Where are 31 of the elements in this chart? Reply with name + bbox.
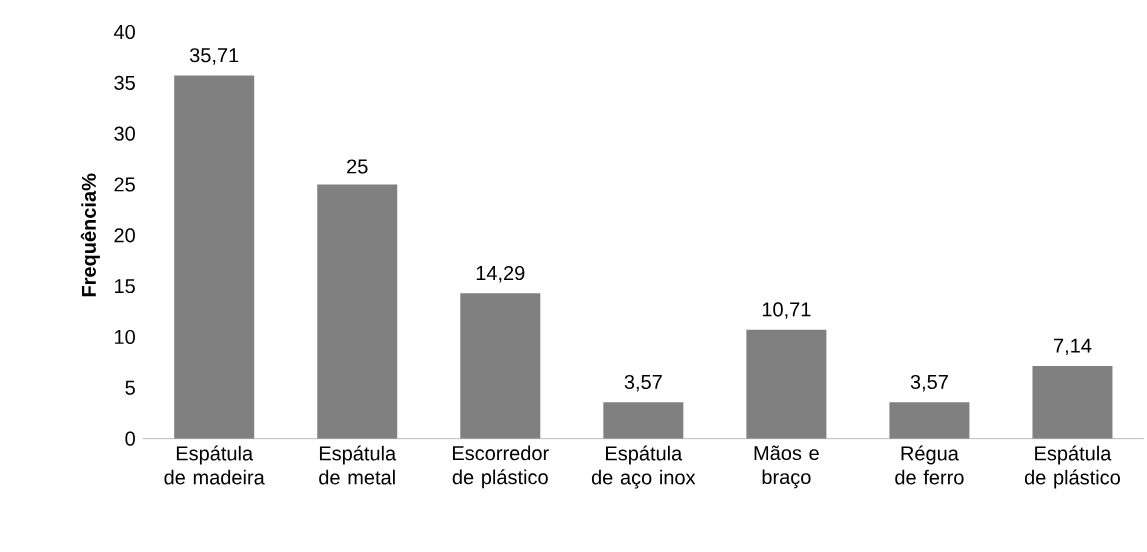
bar bbox=[1032, 366, 1113, 439]
bar bbox=[174, 75, 255, 439]
y-tick-label: 5 bbox=[125, 380, 135, 395]
y-tick-label: 40 bbox=[113, 24, 135, 40]
y-tick-label: 20 bbox=[114, 228, 135, 243]
y-axis-title: Frequência% bbox=[80, 173, 100, 297]
data-label: 7,14 bbox=[1054, 338, 1092, 356]
data-label: 10,71 bbox=[762, 302, 811, 319]
x-tick-label: Mãos e braço bbox=[754, 445, 819, 489]
x-tick-label: Espátula de metal bbox=[319, 445, 397, 485]
x-tick-label: Espátula de aço inox bbox=[591, 445, 696, 489]
data-label: 3,57 bbox=[624, 374, 662, 392]
data-label: 3,57 bbox=[910, 374, 948, 392]
bar bbox=[317, 184, 398, 439]
y-tick-label: 15 bbox=[115, 279, 135, 294]
x-tick-label: Escorredor de plástico bbox=[452, 445, 549, 489]
bar bbox=[460, 293, 541, 439]
y-tick-label: 0 bbox=[125, 431, 135, 446]
bar bbox=[603, 402, 684, 439]
y-tick-label: 10 bbox=[115, 329, 135, 345]
bar bbox=[889, 402, 970, 439]
y-tick-label: 30 bbox=[114, 126, 135, 141]
x-tick-label: Espátula de madeira bbox=[164, 445, 265, 485]
x-tick-label: Régua de ferro bbox=[895, 445, 964, 485]
data-label: 35,71 bbox=[189, 48, 239, 65]
bar bbox=[746, 329, 827, 439]
y-tick-label: 35 bbox=[114, 75, 135, 90]
y-tick-label: 25 bbox=[114, 177, 135, 192]
data-label: 14,29 bbox=[476, 265, 525, 283]
x-tick-label: Espátula de plástico bbox=[1024, 445, 1120, 489]
data-label: 25 bbox=[347, 159, 368, 174]
